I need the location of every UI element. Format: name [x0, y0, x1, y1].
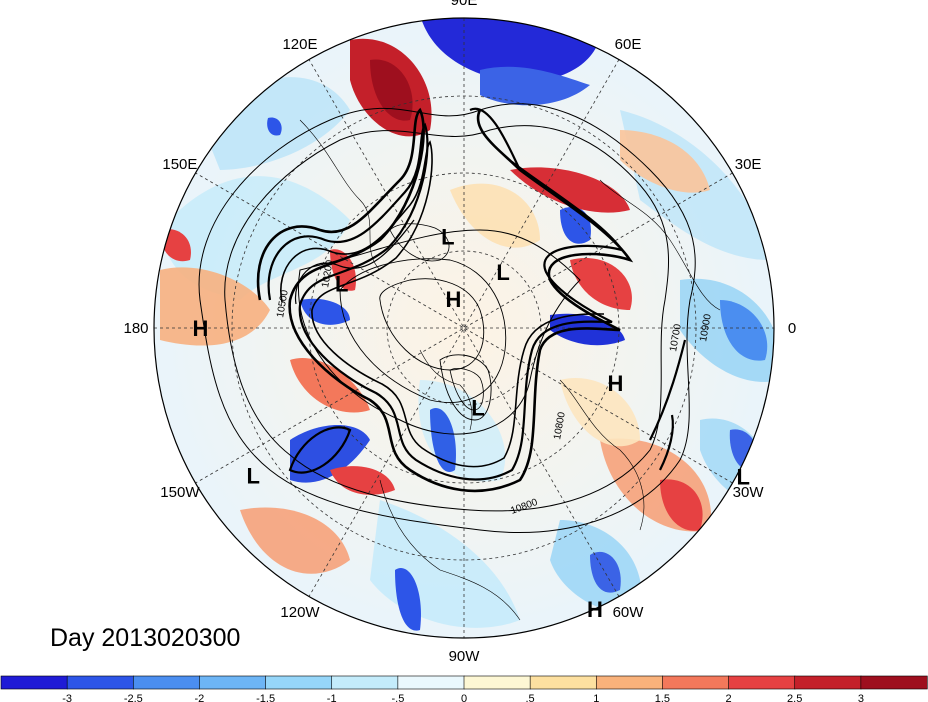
colorbar-tick-label: -1: [327, 693, 337, 702]
low-pressure-label: L: [496, 260, 509, 285]
colorbar-swatch: [662, 675, 730, 690]
colorbar-swatch: [529, 675, 597, 690]
low-pressure-label: L: [736, 464, 749, 489]
low-pressure-label: L: [441, 224, 454, 249]
lon-60w-label: 60W: [613, 604, 645, 621]
high-pressure-label: H: [193, 316, 209, 341]
pressure-center-labels: H L L H L H L L L H: [193, 224, 750, 622]
contour-label: 10500: [275, 289, 291, 319]
contour-labels: 10500 10700 10900 10800 10200 10800: [275, 259, 714, 517]
colorbar-tick-label: -2: [195, 693, 205, 702]
lon-120e-label: 120E: [282, 36, 317, 53]
low-pressure-label: L: [335, 272, 348, 297]
longitude-labels: 90E 60E 30E 0 30W 60W 90W 120W 150W 180 150E 120E: [123, 0, 796, 665]
colorbar-tick-label: 0: [461, 693, 467, 702]
colorbar-swatch: [265, 675, 333, 690]
day-label: Day 2013020300: [50, 624, 240, 652]
colorbar-tick-label: -1.5: [256, 693, 275, 702]
colorbar-tick-label: -3: [62, 693, 72, 702]
colorbar-swatch: [199, 675, 267, 690]
lon-180-label: 180: [123, 320, 148, 337]
height-contours: [198, 103, 721, 621]
lon-120w-label: 120W: [280, 604, 320, 621]
lon-90e-label: 90E: [451, 0, 478, 9]
colorbar-swatch: [728, 675, 796, 690]
lon-150e-label: 150E: [162, 156, 197, 173]
lon-30w-label: 30W: [733, 484, 765, 501]
colorbar-swatch: [0, 675, 68, 690]
colorbar-tick-label: 1.5: [655, 693, 670, 702]
lon-0-label: 0: [788, 320, 796, 337]
low-pressure-label: L: [246, 464, 259, 489]
colorbar-swatch: [595, 675, 664, 690]
high-pressure-label: H: [608, 371, 624, 396]
lon-30e-label: 30E: [735, 156, 762, 173]
colorbar-tick-label: .5: [526, 693, 535, 702]
lon-150w-label: 150W: [160, 484, 200, 501]
colorbar-swatch: [331, 675, 399, 690]
colorbar-swatch: [860, 675, 928, 690]
colorbar-swatch: [397, 675, 465, 690]
low-pressure-label: L: [471, 395, 484, 420]
colorbar-tick-label: 3: [858, 693, 864, 702]
colorbar-tick-label: -.5: [391, 693, 404, 702]
colorbar-swatch: [66, 675, 134, 690]
colorbar-swatch: [132, 675, 201, 690]
polar-grid: [154, 18, 774, 638]
high-pressure-label: H: [445, 287, 461, 312]
contour-label: 10700: [668, 323, 684, 353]
contour-label: 10800: [552, 411, 568, 441]
colorbar: -3 -2.5 -2 -1.5 -1 -.5 0 .5 1 1.5 2 2.5 3: [0, 675, 928, 702]
colorbar-tick-label: 2.5: [787, 693, 802, 702]
colorbar-swatch: [794, 675, 862, 690]
lon-90w-label: 90W: [449, 648, 481, 665]
contour-label: 10900: [698, 313, 714, 343]
high-pressure-label: H: [587, 597, 603, 622]
colorbar-tick-label: -2.5: [124, 693, 143, 702]
colorbar-tick-label: 1: [593, 693, 599, 702]
lon-60e-label: 60E: [615, 36, 642, 53]
colorbar-swatch: [463, 675, 531, 690]
colorbar-tick-label: 2: [726, 693, 732, 702]
map-boundary: [153, 17, 775, 639]
contour-label: 10200: [320, 259, 336, 289]
